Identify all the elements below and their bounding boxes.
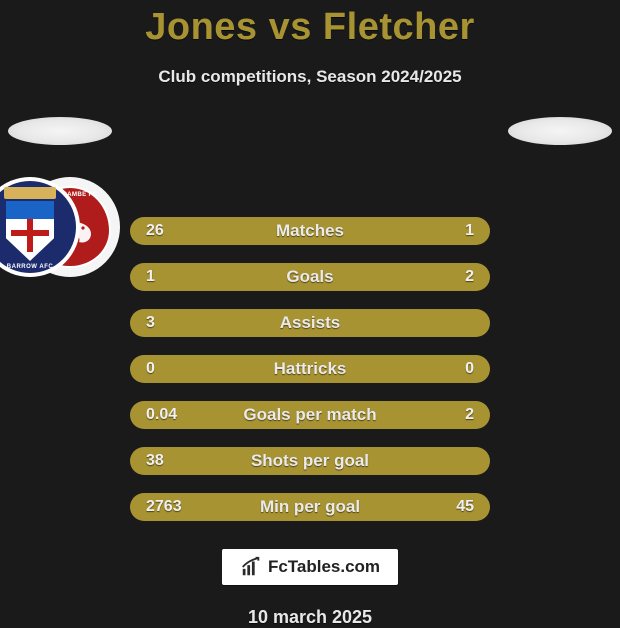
- stat-row-shots-per-goal: 38 Shots per goal: [130, 447, 490, 475]
- stat-row-goals: 1 Goals 2: [130, 263, 490, 291]
- stat-right-value: 2: [465, 406, 474, 424]
- stat-right-value: 2: [465, 268, 474, 286]
- stat-row-hattricks: 0 Hattricks 0: [130, 355, 490, 383]
- stat-label: Shots per goal: [251, 451, 369, 471]
- stat-left-value: 1: [146, 268, 155, 286]
- stat-row-assists: 3 Assists: [130, 309, 490, 337]
- page-subtitle: Club competitions, Season 2024/2025: [0, 67, 620, 87]
- player-left-silhouette: [8, 117, 112, 145]
- barrow-roundel-icon: BARROW AFC: [0, 181, 76, 273]
- stat-left-value: 0.04: [146, 406, 177, 424]
- stat-right-value: 1: [465, 222, 474, 240]
- player-right-silhouette: [508, 117, 612, 145]
- stat-label: Assists: [280, 313, 340, 333]
- stat-right-value: 0: [465, 360, 474, 378]
- stat-left-value: 3: [146, 314, 155, 332]
- barrow-afc-text: BARROW AFC: [0, 264, 76, 270]
- stat-left-value: 2763: [146, 498, 182, 516]
- stat-label: Min per goal: [260, 497, 360, 517]
- stat-row-min-per-goal: 2763 Min per goal 45: [130, 493, 490, 521]
- stat-label: Matches: [276, 221, 344, 241]
- stat-label: Hattricks: [274, 359, 347, 379]
- barrow-shield-icon: [6, 201, 54, 261]
- stats-column: 26 Matches 1 1 Goals 2 3 Assists 0 Hattr…: [130, 217, 490, 521]
- barrow-ribbon-icon: [4, 187, 56, 199]
- stat-row-matches: 26 Matches 1: [130, 217, 490, 245]
- stat-label: Goals: [286, 267, 333, 287]
- date-text: 10 march 2025: [0, 607, 620, 628]
- fctables-logo-icon: [240, 556, 262, 578]
- comparison-area: BARROW AFC 26 Matches 1 1 Goals 2 3 Assi…: [0, 117, 620, 628]
- stat-left-value: 38: [146, 452, 164, 470]
- stat-row-goals-per-match: 0.04 Goals per match 2: [130, 401, 490, 429]
- stat-left-value: 26: [146, 222, 164, 240]
- stat-right-value: 45: [456, 498, 474, 516]
- page-title: Jones vs Fletcher: [0, 0, 620, 49]
- stat-label: Goals per match: [243, 405, 376, 425]
- stat-left-value: 0: [146, 360, 155, 378]
- fctables-label: FcTables.com: [268, 557, 380, 577]
